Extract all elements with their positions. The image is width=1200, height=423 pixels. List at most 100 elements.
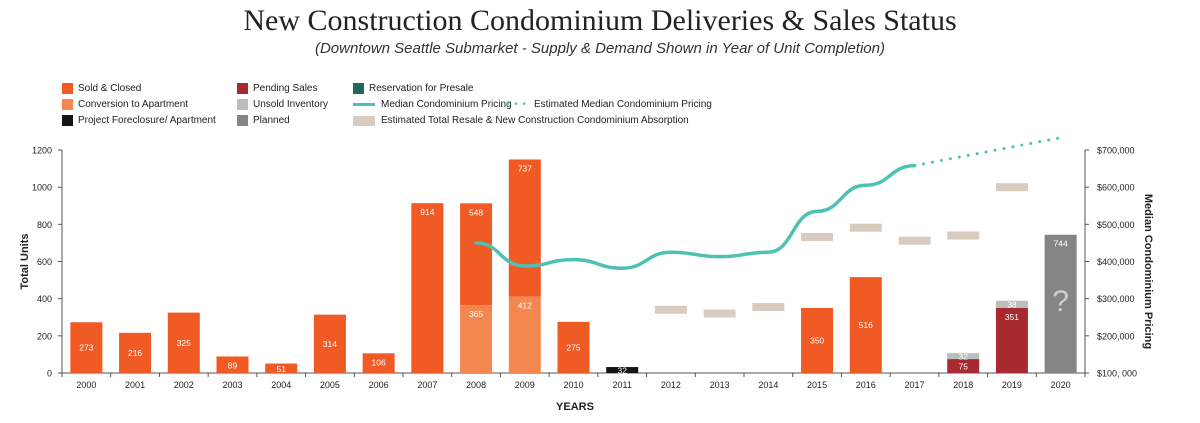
bar-pending	[947, 359, 980, 373]
y-tick-label: 1000	[32, 183, 52, 193]
absorption-bar	[947, 231, 980, 240]
bar-unsold	[947, 353, 980, 360]
bar-value-label: 365	[469, 309, 483, 319]
legend-item-reservation: Reservation for Presale	[353, 83, 474, 94]
bar-conversion	[460, 305, 493, 373]
bar-sold	[508, 159, 541, 297]
legend-label: Median Condominium Pricing	[381, 99, 512, 110]
legend-swatch	[353, 103, 375, 106]
y-right-tick-label: $500,000	[1097, 220, 1135, 230]
bar-sold	[167, 312, 200, 373]
bar-foreclosure	[606, 367, 639, 373]
x-tick-label: 2017	[904, 380, 924, 390]
x-tick-label: 2013	[710, 380, 730, 390]
bar-sold	[557, 321, 590, 373]
legend-label: Conversion to Apartment	[78, 99, 189, 110]
bar-value-label: 89	[228, 360, 238, 370]
bar-unsold	[995, 300, 1028, 308]
bar-sold	[411, 203, 444, 373]
legend-swatch	[237, 115, 248, 126]
bar-value-label: 32	[617, 366, 627, 376]
legend-item-sold: Sold & Closed	[62, 83, 141, 94]
x-tick-label: 2008	[466, 380, 486, 390]
legend-item-conversion: Conversion to Apartment	[62, 99, 188, 110]
bar-sold	[313, 314, 346, 373]
bar-sold	[362, 353, 395, 373]
absorption-bar	[898, 236, 931, 245]
bar-value-label: 351	[1005, 312, 1019, 322]
estimated-median-pricing-line	[913, 136, 1063, 168]
bar-value-label: 75	[958, 362, 968, 372]
legend-label: Estimated Total Resale & New Constructio…	[381, 115, 689, 126]
legend-item-pending: Pending Sales	[237, 83, 318, 94]
x-tick-label: 2020	[1051, 380, 1071, 390]
bar-value-label: 516	[859, 320, 873, 330]
legend-item-planned: Planned	[237, 115, 290, 126]
absorption-bar	[703, 309, 736, 318]
bar-pending	[995, 307, 1028, 373]
y-tick-label: 200	[37, 331, 52, 341]
legend-item-median: Median Condominium Pricing	[353, 99, 512, 110]
bar-value-label: 744	[1054, 239, 1068, 249]
x-tick-label: 2015	[807, 380, 827, 390]
legend-label: Estimated Median Condominium Pricing	[534, 99, 712, 110]
bar-value-label: 51	[276, 364, 286, 374]
absorption-bar	[995, 183, 1028, 192]
bar-value-label: 350	[810, 335, 824, 345]
x-tick-label: 2012	[661, 380, 681, 390]
absorption-bar	[849, 223, 882, 232]
bar-value-label: 548	[469, 207, 483, 217]
legend-label: Project Foreclosure/ Apartment	[78, 115, 216, 126]
absorption-bar	[654, 305, 687, 314]
legend-label: Unsold Inventory	[253, 99, 329, 110]
x-tick-label: 2006	[369, 380, 389, 390]
legend-swatch	[62, 115, 73, 126]
x-tick-label: 2001	[125, 380, 145, 390]
planned-question-mark: ?	[1052, 285, 1069, 318]
x-tick-label: 2004	[271, 380, 291, 390]
legend-swatch	[62, 99, 73, 110]
bar-sold	[801, 307, 834, 373]
absorption-bar	[752, 303, 785, 312]
median-pricing-line	[474, 163, 917, 270]
bar-value-label: 273	[79, 343, 93, 353]
bar-conversion	[508, 296, 541, 373]
y-axis-title: Total Units	[19, 233, 31, 289]
legend-item-foreclosure: Project Foreclosure/ Apartment	[62, 115, 216, 126]
legend-item-absorption: Estimated Total Resale & New Constructio…	[353, 115, 689, 126]
legend-label: Planned	[253, 115, 290, 126]
x-axis-title: YEARS	[556, 401, 594, 413]
bar-value-label: 914	[420, 207, 434, 217]
bar-planned	[1044, 234, 1077, 373]
y-right-tick-label: $300,000	[1097, 294, 1135, 304]
bar-value-label: 314	[323, 339, 337, 349]
x-tick-label: 2010	[563, 380, 583, 390]
legend-swatch	[353, 83, 364, 94]
y-right-tick-label: $200,000	[1097, 331, 1135, 341]
y-tick-label: 600	[37, 257, 52, 267]
bar-sold	[216, 356, 249, 373]
y-axis-right-title: Median Condominium Pricing	[1142, 194, 1154, 349]
y-right-tick-label: $100, 000	[1097, 369, 1137, 379]
x-tick-label: 2011	[613, 380, 632, 390]
legend-swatch: • • •	[506, 98, 528, 110]
y-tick-label: 1200	[32, 146, 52, 156]
x-tick-label: 2014	[758, 380, 778, 390]
x-tick-label: 2009	[515, 380, 535, 390]
bar-sold	[849, 277, 882, 373]
legend-swatch	[237, 99, 248, 110]
y-tick-label: 800	[37, 220, 52, 230]
y-right-tick-label: $600,000	[1097, 183, 1135, 193]
x-tick-label: 2002	[174, 380, 194, 390]
bar-value-label: 737	[518, 163, 532, 173]
legend-swatch	[353, 115, 375, 126]
bar-sold	[460, 203, 493, 306]
x-tick-label: 2018	[953, 380, 973, 390]
y-tick-label: 0	[47, 369, 52, 379]
x-tick-label: 2000	[76, 380, 96, 390]
bar-value-label: 216	[128, 348, 142, 358]
y-tick-label: 400	[37, 294, 52, 304]
legend-label: Reservation for Presale	[369, 83, 474, 94]
x-tick-label: 2007	[417, 380, 437, 390]
legend-item-median-estimated: • • • Estimated Median Condominium Pricin…	[506, 99, 712, 110]
